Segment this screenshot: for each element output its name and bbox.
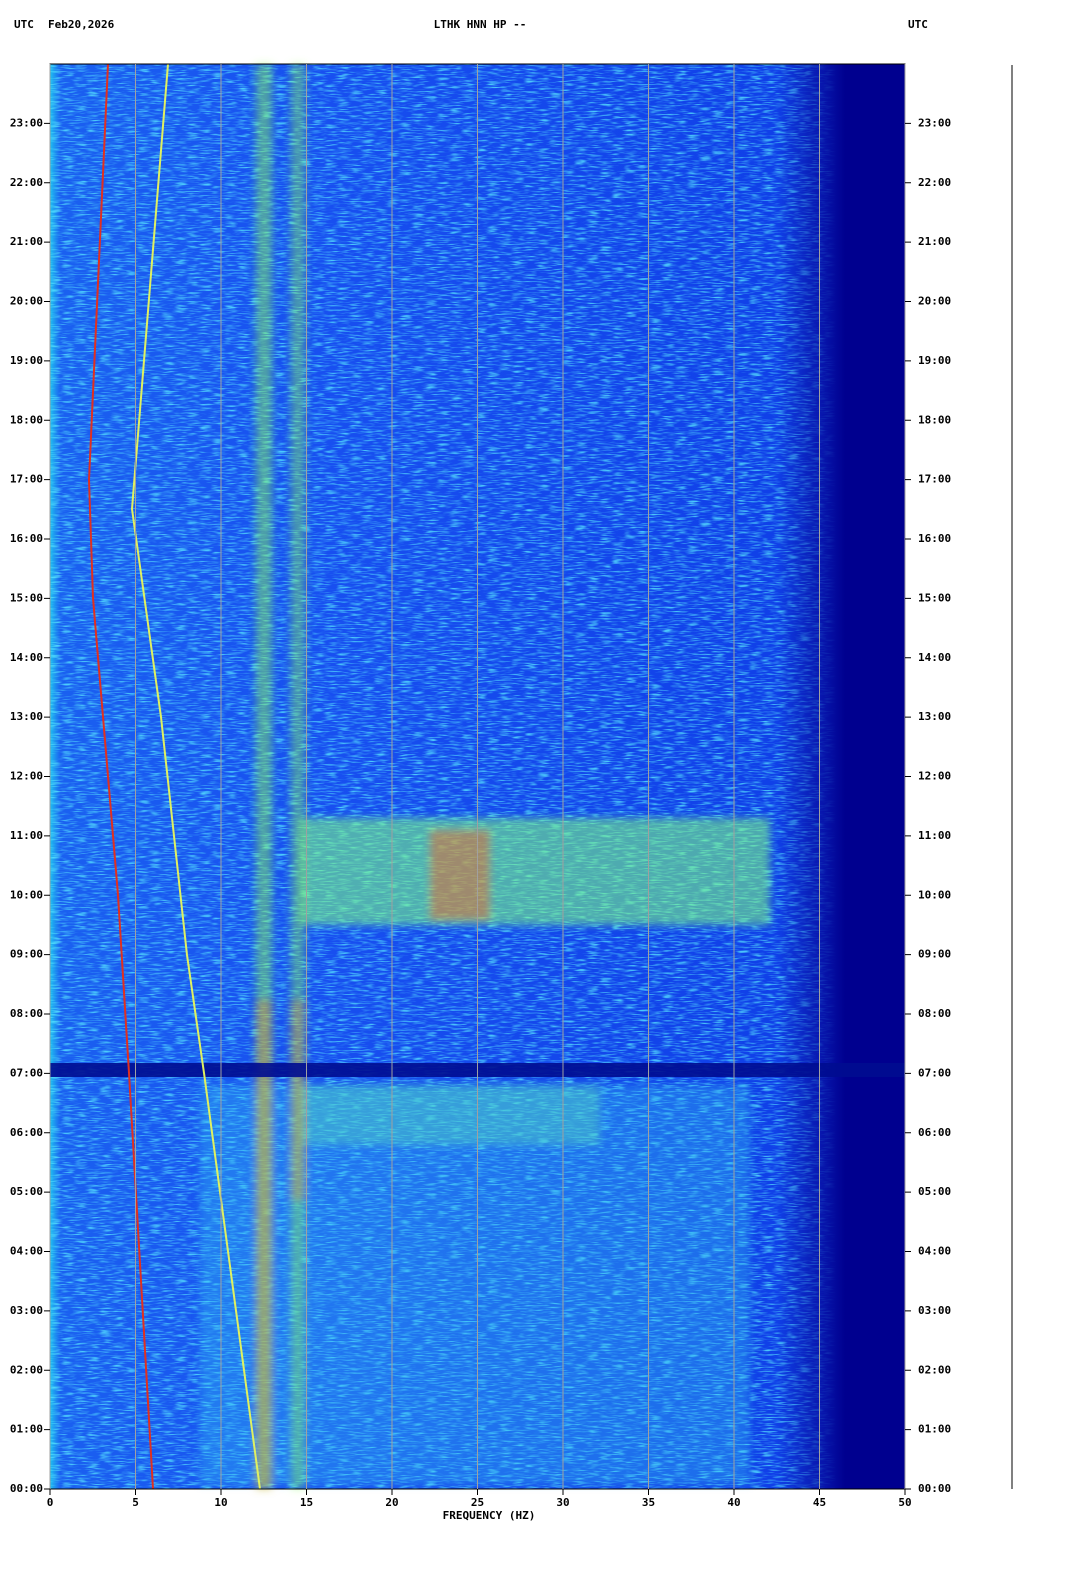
x-tick-label: 45	[813, 1496, 826, 1509]
y-tick-label-right: 15:00	[918, 591, 951, 604]
y-tick-label-right: 08:00	[918, 1007, 951, 1020]
y-tick-label: 12:00	[10, 770, 43, 783]
y-tick-label: 17:00	[10, 473, 43, 486]
y-tick-label-right: 10:00	[918, 888, 951, 901]
y-tick-label: 13:00	[10, 710, 43, 723]
y-tick-label-right: 04:00	[918, 1245, 951, 1258]
y-tick-label-right: 05:00	[918, 1185, 951, 1198]
y-tick-label-right: 18:00	[918, 413, 951, 426]
y-tick-label: 11:00	[10, 829, 43, 842]
x-tick-label: 5	[132, 1496, 139, 1509]
y-tick-label: 00:00	[10, 1482, 43, 1495]
y-tick-label-right: 17:00	[918, 473, 951, 486]
y-tick-label: 02:00	[10, 1363, 43, 1376]
spectrogram-energy	[200, 64, 770, 1489]
x-tick-label: 20	[385, 1496, 398, 1509]
y-tick-label-right: 16:00	[918, 532, 951, 545]
date: Feb20,2026	[48, 18, 115, 31]
y-tick-label: 21:00	[10, 235, 43, 248]
y-tick-label: 20:00	[10, 295, 43, 308]
x-tick-label: 10	[214, 1496, 227, 1509]
y-tick-label: 14:00	[10, 651, 43, 664]
timezone-left: UTC	[14, 18, 34, 31]
x-tick-label: 40	[727, 1496, 740, 1509]
y-tick-label-right: 03:00	[918, 1304, 951, 1317]
y-tick-label-right: 12:00	[918, 770, 951, 783]
y-tick-label-right: 19:00	[918, 354, 951, 367]
y-tick-label-right: 13:00	[918, 710, 951, 723]
y-tick-label-right: 06:00	[918, 1126, 951, 1139]
y-tick-label: 18:00	[10, 413, 43, 426]
y-tick-label-right: 22:00	[918, 176, 951, 189]
y-tick-label: 08:00	[10, 1007, 43, 1020]
y-tick-label: 05:00	[10, 1185, 43, 1198]
y-tick-label-right: 21:00	[918, 235, 951, 248]
x-tick-label: 25	[471, 1496, 484, 1509]
y-tick-label: 09:00	[10, 948, 43, 961]
y-tick-label: 19:00	[10, 354, 43, 367]
x-tick-label: 30	[556, 1496, 569, 1509]
y-tick-label: 01:00	[10, 1423, 43, 1436]
y-tick-label-right: 14:00	[918, 651, 951, 664]
x-tick-label: 35	[642, 1496, 655, 1509]
x-axis-label: FREQUENCY (HZ)	[443, 1509, 536, 1522]
y-tick-label: 10:00	[10, 888, 43, 901]
chart-title: LTHK HNN HP --	[434, 18, 527, 31]
x-tick-label: 50	[898, 1496, 911, 1509]
tonal-line	[87, 63, 154, 1490]
y-tick-label-right: 11:00	[918, 829, 951, 842]
y-tick-label: 07:00	[10, 1066, 43, 1079]
tonal-line	[130, 63, 261, 1490]
y-tick-label: 23:00	[10, 116, 43, 129]
y-tick-label: 16:00	[10, 532, 43, 545]
y-tick-label-right: 09:00	[918, 948, 951, 961]
y-tick-label-right: 00:00	[918, 1482, 951, 1495]
x-tick-label: 0	[47, 1496, 54, 1509]
y-tick-label-right: 07:00	[918, 1066, 951, 1079]
y-tick-label-right: 02:00	[918, 1363, 951, 1376]
y-tick-label: 22:00	[10, 176, 43, 189]
y-tick-label-right: 01:00	[918, 1423, 951, 1436]
y-tick-label-right: 23:00	[918, 116, 951, 129]
x-tick-label: 15	[300, 1496, 313, 1509]
y-tick-label: 03:00	[10, 1304, 43, 1317]
y-tick-label-right: 20:00	[918, 295, 951, 308]
y-tick-label: 04:00	[10, 1245, 43, 1258]
y-tick-label: 15:00	[10, 591, 43, 604]
y-tick-label: 06:00	[10, 1126, 43, 1139]
timezone-right: UTC	[908, 18, 928, 31]
